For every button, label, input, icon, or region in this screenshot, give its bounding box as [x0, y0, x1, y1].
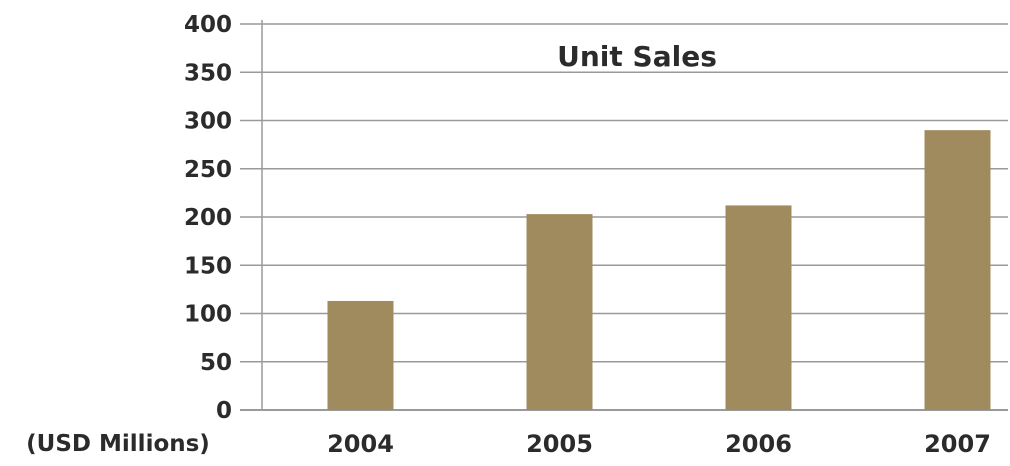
y-tick-label: 100 — [184, 302, 232, 328]
y-tick-label: 250 — [184, 157, 232, 183]
chart-title: Unit Sales — [557, 40, 717, 73]
y-tick-label: 200 — [184, 205, 232, 231]
x-category-label: 2007 — [924, 430, 991, 458]
y-axis-tick-labels: 0 50 100 150 200 250 300 350 400 — [184, 12, 232, 424]
bar-2006 — [725, 205, 792, 410]
y-tick-label: 150 — [184, 253, 232, 279]
bar-2007 — [924, 130, 991, 410]
y-tick-label: 300 — [184, 109, 232, 135]
x-category-label: 2004 — [327, 430, 394, 458]
x-axis-category-labels: 2004 2005 2006 2007 — [327, 430, 991, 458]
y-axis-unit-label: (USD Millions) — [26, 431, 210, 457]
x-category-label: 2005 — [526, 430, 593, 458]
y-tick-label: 50 — [200, 350, 232, 376]
y-tick-label: 0 — [216, 398, 232, 424]
bar-2004 — [327, 300, 394, 410]
bars — [327, 130, 991, 410]
y-tick-label: 350 — [184, 60, 232, 86]
y-tick-label: 400 — [184, 12, 232, 38]
x-category-label: 2006 — [725, 430, 792, 458]
bar-2005 — [526, 214, 593, 410]
